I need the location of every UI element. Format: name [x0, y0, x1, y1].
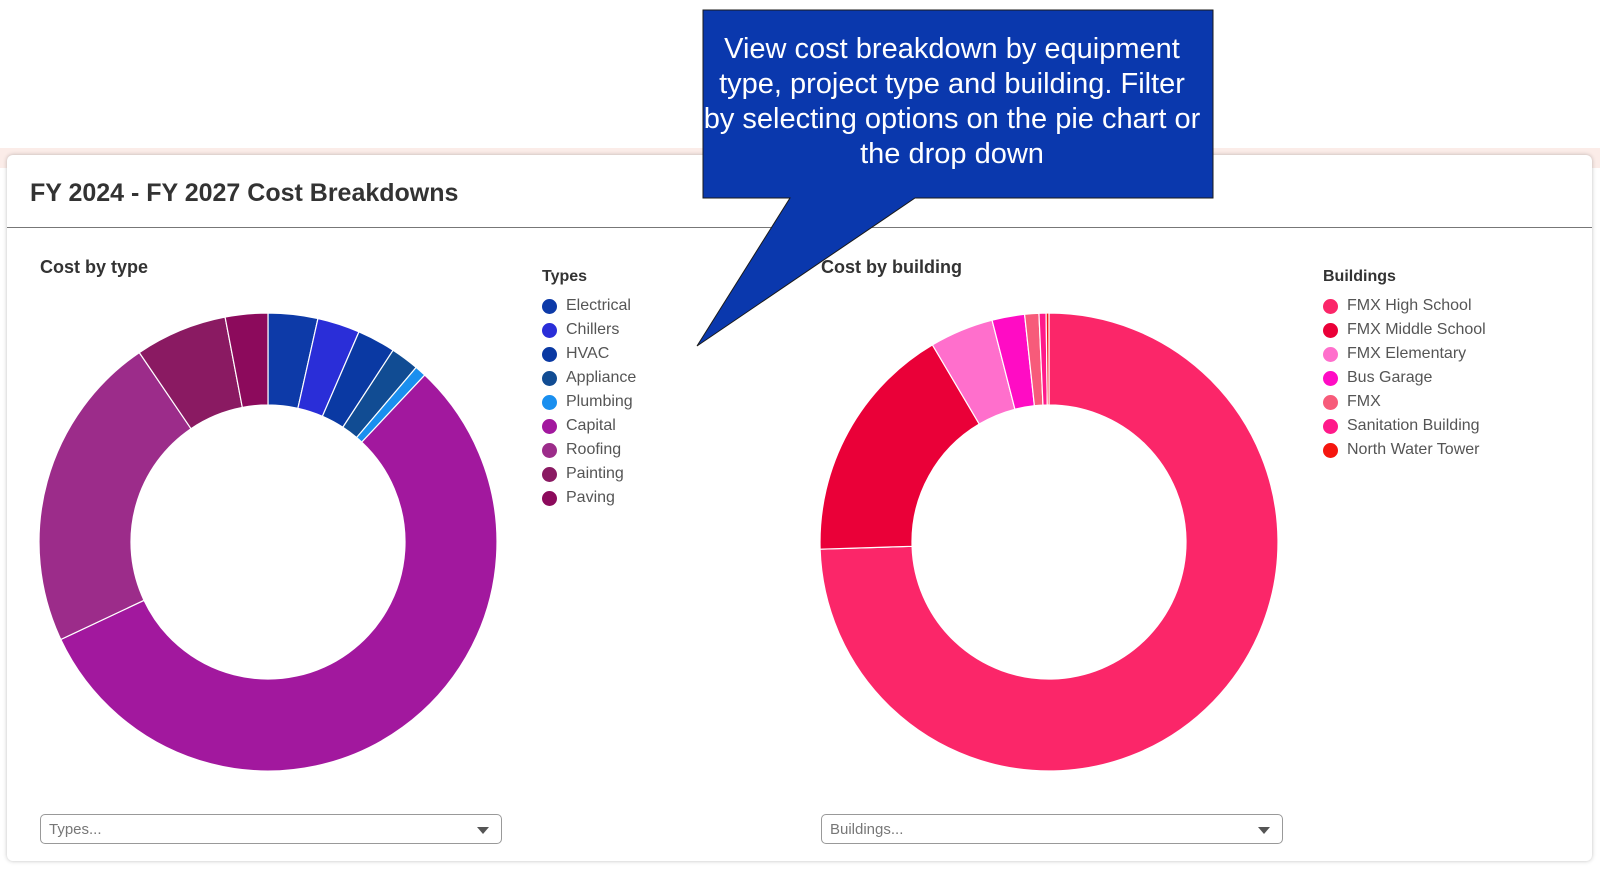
legend-swatch: [542, 298, 557, 314]
legend-swatch: [1323, 442, 1338, 458]
legend-item-north-water-tower[interactable]: North Water Tower: [1323, 438, 1486, 462]
legend-label: Electrical: [566, 297, 631, 314]
buildings-dropdown[interactable]: Buildings...: [821, 814, 1283, 844]
legend-item-fmx-elementary[interactable]: FMX Elementary: [1323, 342, 1486, 366]
legend-item-sanitation-building[interactable]: Sanitation Building: [1323, 414, 1486, 438]
building-chart-title: Cost by building: [821, 257, 962, 277]
legend-swatch: [1323, 298, 1338, 314]
slice-north-water-tower[interactable]: [1045, 312, 1050, 406]
type-legend: Types Electrical Chillers HVAC Appliance Plu…: [542, 268, 636, 510]
legend-label: Plumbing: [566, 393, 633, 410]
legend-label: Chillers: [566, 321, 620, 338]
legend-label: North Water Tower: [1347, 441, 1480, 458]
legend-label: Roofing: [566, 441, 622, 458]
legend-swatch: [542, 466, 557, 482]
legend-label: HVAC: [566, 345, 610, 362]
legend-item-appliance[interactable]: Appliance: [542, 366, 636, 390]
card-title: FY 2024 - FY 2027 Cost Breakdowns: [30, 179, 459, 207]
legend-item-roofing[interactable]: Roofing: [542, 438, 636, 462]
legend-swatch: [542, 490, 557, 506]
legend-label: FMX: [1347, 393, 1381, 410]
legend-label: FMX High School: [1347, 297, 1472, 314]
legend-swatch: [1323, 322, 1338, 338]
legend-swatch: [1323, 418, 1338, 434]
building-legend: Buildings FMX High School FMX Middle Scho…: [1323, 268, 1486, 462]
chevron-down-icon[interactable]: [1258, 827, 1270, 834]
chevron-down-icon[interactable]: [477, 827, 489, 834]
buildings-dropdown-placeholder: Buildings...: [830, 821, 904, 838]
legend-label: Painting: [566, 465, 624, 482]
type-donut-chart[interactable]: [33, 307, 503, 777]
legend-label: Paving: [566, 489, 615, 506]
legend-item-chillers[interactable]: Chillers: [542, 318, 636, 342]
legend-swatch: [542, 322, 557, 338]
slice-paving[interactable]: [224, 312, 269, 409]
slice-capital[interactable]: [59, 374, 498, 772]
legend-swatch: [1323, 394, 1338, 410]
legend-swatch: [542, 346, 557, 362]
legend-item-painting[interactable]: Painting: [542, 462, 636, 486]
legend-swatch: [1323, 370, 1338, 386]
legend-item-fmx[interactable]: FMX: [1323, 390, 1486, 414]
legend-swatch: [542, 418, 557, 434]
legend-swatch: [542, 370, 557, 386]
legend-item-fmx-middle-school[interactable]: FMX Middle School: [1323, 318, 1486, 342]
legend-swatch: [542, 442, 557, 458]
type-legend-title: Types: [542, 268, 588, 285]
legend-label: Appliance: [566, 369, 637, 386]
legend-label: FMX Elementary: [1347, 345, 1467, 362]
slice-roofing[interactable]: [38, 351, 192, 641]
legend-label: FMX Middle School: [1347, 321, 1486, 338]
types-dropdown-placeholder: Types...: [49, 821, 102, 838]
legend-item-capital[interactable]: Capital: [542, 414, 636, 438]
cost-breakdown-card: FY 2024 - FY 2027 Cost Breakdowns Cost b…: [7, 155, 1592, 861]
type-chart-title: Cost by type: [40, 257, 149, 277]
building-legend-title: Buildings: [1323, 268, 1396, 285]
legend-item-bus-garage[interactable]: Bus Garage: [1323, 366, 1486, 390]
legend-label: Bus Garage: [1347, 369, 1433, 386]
legend-swatch: [1323, 346, 1338, 362]
building-donut-chart[interactable]: [814, 307, 1284, 777]
callout-text: View cost breakdown by equipment type, p…: [703, 33, 1201, 170]
types-dropdown[interactable]: Types...: [40, 814, 502, 844]
legend-label: Capital: [566, 417, 616, 434]
legend-item-paving[interactable]: Paving: [542, 486, 636, 510]
legend-label: Sanitation Building: [1347, 417, 1480, 434]
legend-item-fmx-high-school[interactable]: FMX High School: [1323, 294, 1486, 318]
legend-item-hvac[interactable]: HVAC: [542, 342, 636, 366]
legend-item-electrical[interactable]: Electrical: [542, 294, 636, 318]
slice-fmx-high-school[interactable]: [819, 312, 1279, 772]
legend-swatch: [542, 394, 557, 410]
legend-item-plumbing[interactable]: Plumbing: [542, 390, 636, 414]
